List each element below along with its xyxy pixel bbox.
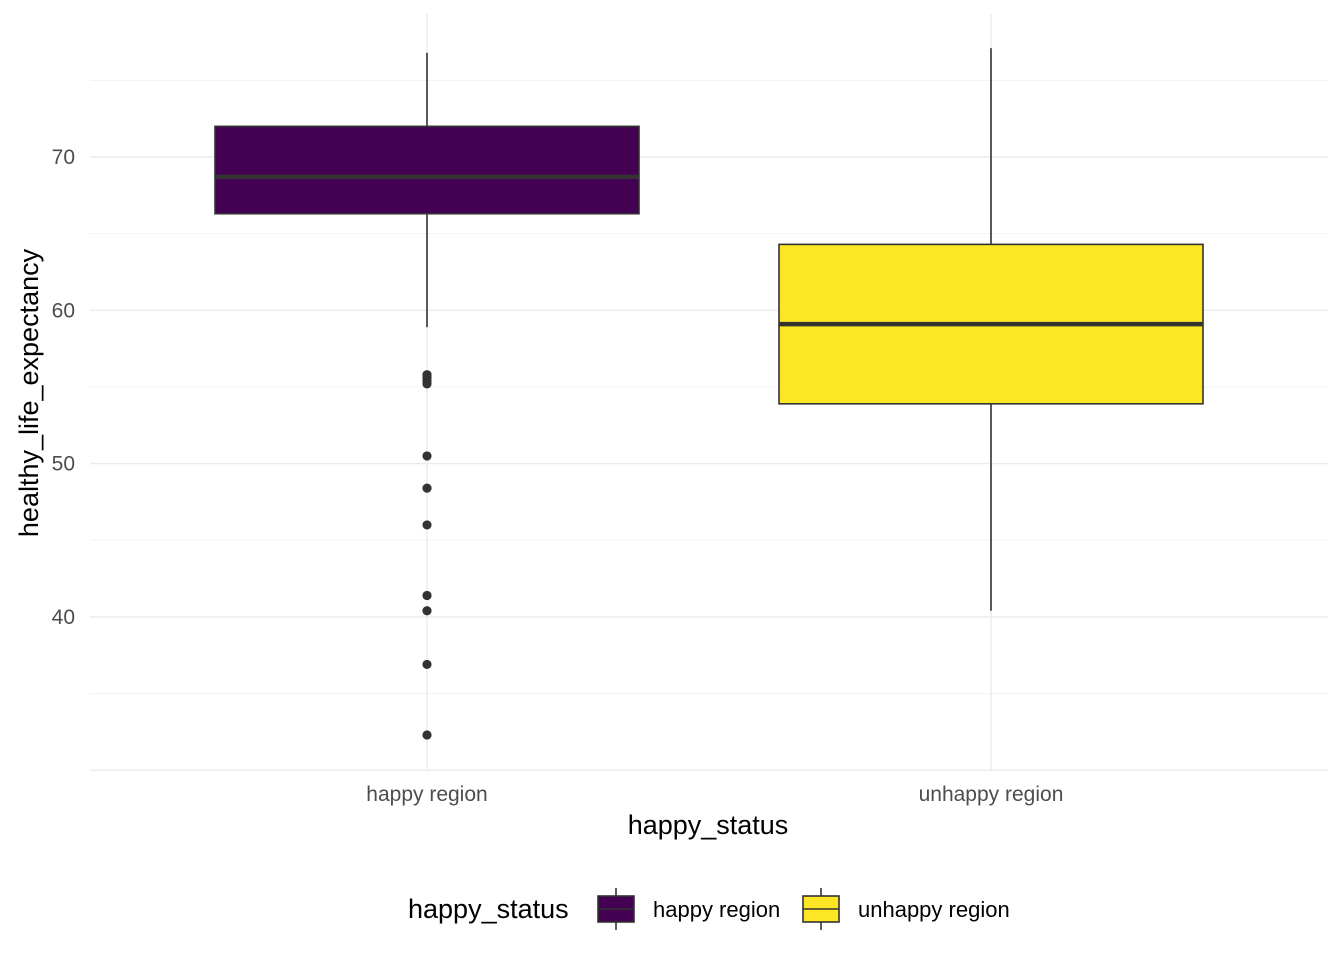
outlier-point [422, 451, 432, 461]
x-tick-label: unhappy region [919, 783, 1064, 806]
box-iqr [214, 125, 640, 215]
outlier-point [422, 590, 432, 601]
outlier-point [422, 730, 432, 740]
y-axis-tick-labels: 40 50 60 70 [52, 146, 75, 629]
outlier-point [422, 483, 432, 493]
x-axis-title: happy_status [628, 810, 789, 840]
y-tick-label: 60 [52, 299, 75, 322]
y-tick-label: 50 [52, 453, 75, 476]
y-tick-label: 40 [52, 606, 75, 629]
x-tick-label: happy region [366, 783, 487, 806]
legend: happy_status happy region unhappy region [408, 888, 1010, 930]
boxes-layer [214, 48, 1204, 740]
outlier-point [422, 659, 432, 670]
box-group [214, 52, 640, 740]
legend-items: happy region unhappy region [597, 888, 1010, 930]
outlier-point [422, 606, 432, 616]
y-axis-title: healthy_life_expectancy [14, 248, 44, 537]
x-axis-tick-labels: happy region unhappy region [366, 783, 1063, 806]
legend-item: happy region [597, 888, 780, 930]
y-tick-label: 70 [52, 146, 75, 169]
legend-label: unhappy region [858, 897, 1010, 922]
outlier-point [422, 520, 432, 530]
legend-label: happy region [653, 897, 780, 922]
box-group [778, 48, 1204, 611]
outlier-point [422, 379, 432, 389]
legend-title: happy_status [408, 894, 569, 924]
legend-item: unhappy region [802, 888, 1010, 930]
